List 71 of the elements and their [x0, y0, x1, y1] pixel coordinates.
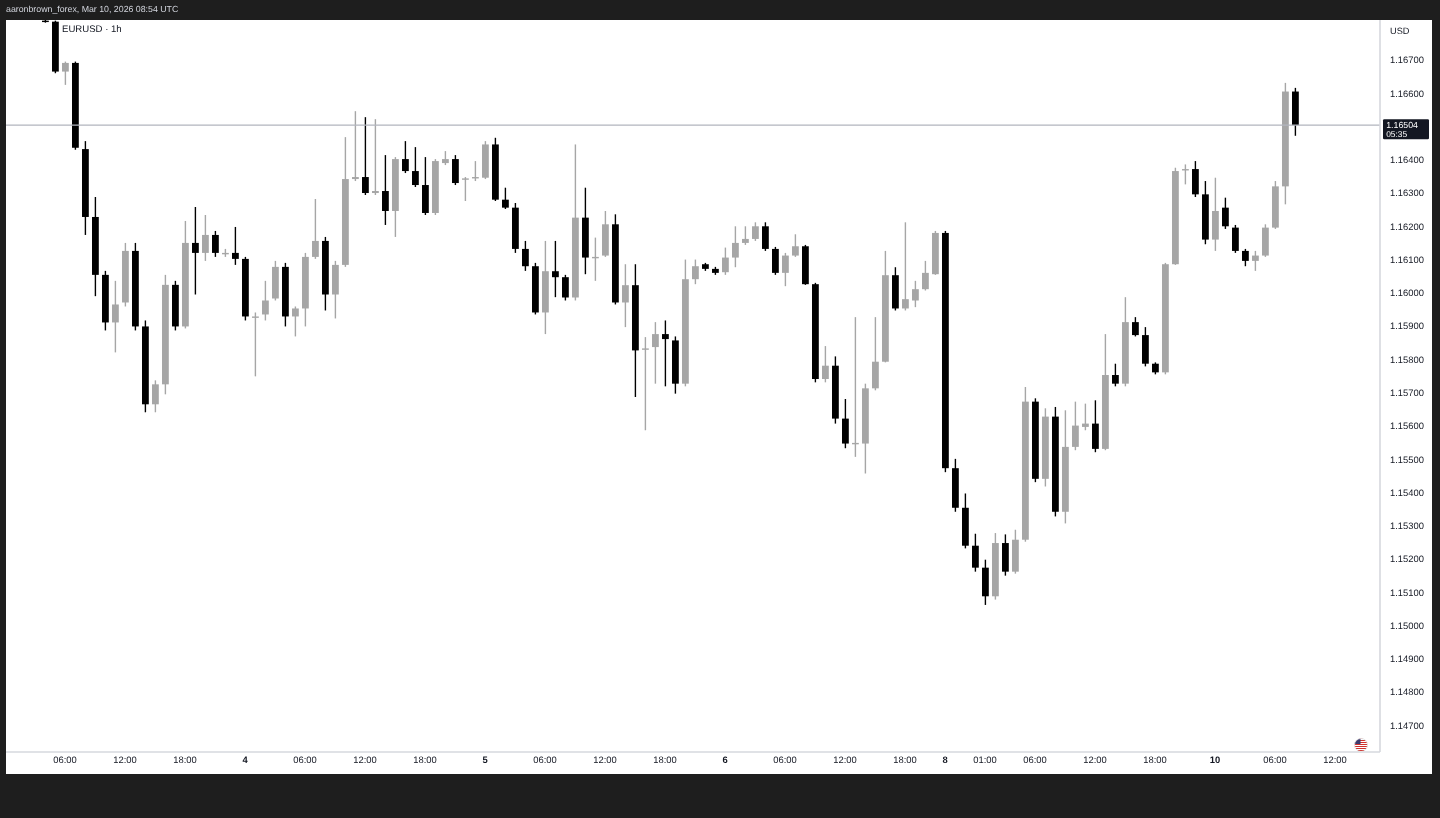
- candlestick: [1232, 224, 1239, 254]
- candlestick: [462, 176, 469, 202]
- candlestick: [532, 262, 539, 316]
- candlestick: [1272, 180, 1279, 230]
- candlestick: [1252, 250, 1259, 272]
- candlestick: [562, 274, 569, 302]
- candlestick: [542, 240, 549, 335]
- candlestick: [152, 379, 159, 413]
- candlestick: [552, 240, 559, 298]
- candlestick: [262, 280, 269, 322]
- candlestick: [1202, 180, 1209, 245]
- candlestick: [642, 336, 649, 431]
- candlestick: [382, 154, 389, 226]
- candlestick: [962, 492, 969, 550]
- candlestick: [102, 270, 109, 332]
- candlestick: [202, 214, 209, 262]
- candlestick: [872, 316, 879, 392]
- candlestick: [232, 226, 239, 266]
- candlestick: [722, 246, 729, 276]
- candlestick: [1262, 223, 1269, 258]
- candlestick: [622, 263, 629, 328]
- candlestick: [842, 398, 849, 449]
- candlestick: [272, 260, 279, 302]
- candlestick: [292, 305, 299, 338]
- candlestick: [662, 319, 669, 388]
- candlestick: [1212, 177, 1219, 252]
- candlestick: [602, 210, 609, 258]
- candlestick: [892, 266, 899, 312]
- candlestick: [252, 311, 259, 378]
- candlestick: [1092, 399, 1099, 453]
- candlestick: [332, 260, 339, 320]
- candlestick: [112, 280, 119, 354]
- candlestick: [1222, 196, 1229, 230]
- candlestick: [402, 140, 409, 174]
- candlestick: [1012, 529, 1019, 575]
- candlestick: [1292, 87, 1299, 137]
- candlestick: [62, 60, 69, 86]
- candlestick: [352, 110, 359, 182]
- candlestick: [582, 186, 589, 275]
- candlestick: [822, 345, 829, 384]
- candlestick: [982, 558, 989, 606]
- candlestick: [972, 533, 979, 573]
- candlestick: [1002, 533, 1009, 577]
- candlestick: [362, 116, 369, 196]
- candlestick: [762, 221, 769, 252]
- candlestick: [372, 118, 379, 196]
- candlestick: [1192, 160, 1199, 198]
- candlestick: [502, 186, 509, 210]
- candlestick: [782, 252, 789, 287]
- candlestick: [452, 154, 459, 186]
- candlestick: [792, 233, 799, 258]
- candlestick: [732, 225, 739, 268]
- candlestick: [522, 240, 529, 272]
- candlestick: [772, 246, 779, 276]
- candlestick: [172, 280, 179, 332]
- candlestick: [1112, 363, 1119, 388]
- candlestick: [742, 225, 749, 246]
- candlestick: [672, 335, 679, 395]
- candlestick: [192, 206, 199, 296]
- candlestick: [1142, 326, 1149, 368]
- candlestick: [212, 230, 219, 258]
- candlestick: [512, 202, 519, 254]
- candlestick: [312, 198, 319, 260]
- candlestick: [692, 258, 699, 285]
- candlestick: [952, 458, 959, 513]
- candlestick: [802, 244, 809, 286]
- candlestick: [652, 321, 659, 385]
- candlestick: [422, 156, 429, 216]
- candlestick: [1132, 316, 1139, 338]
- candlestick: [752, 221, 759, 242]
- candlestick: [412, 146, 419, 188]
